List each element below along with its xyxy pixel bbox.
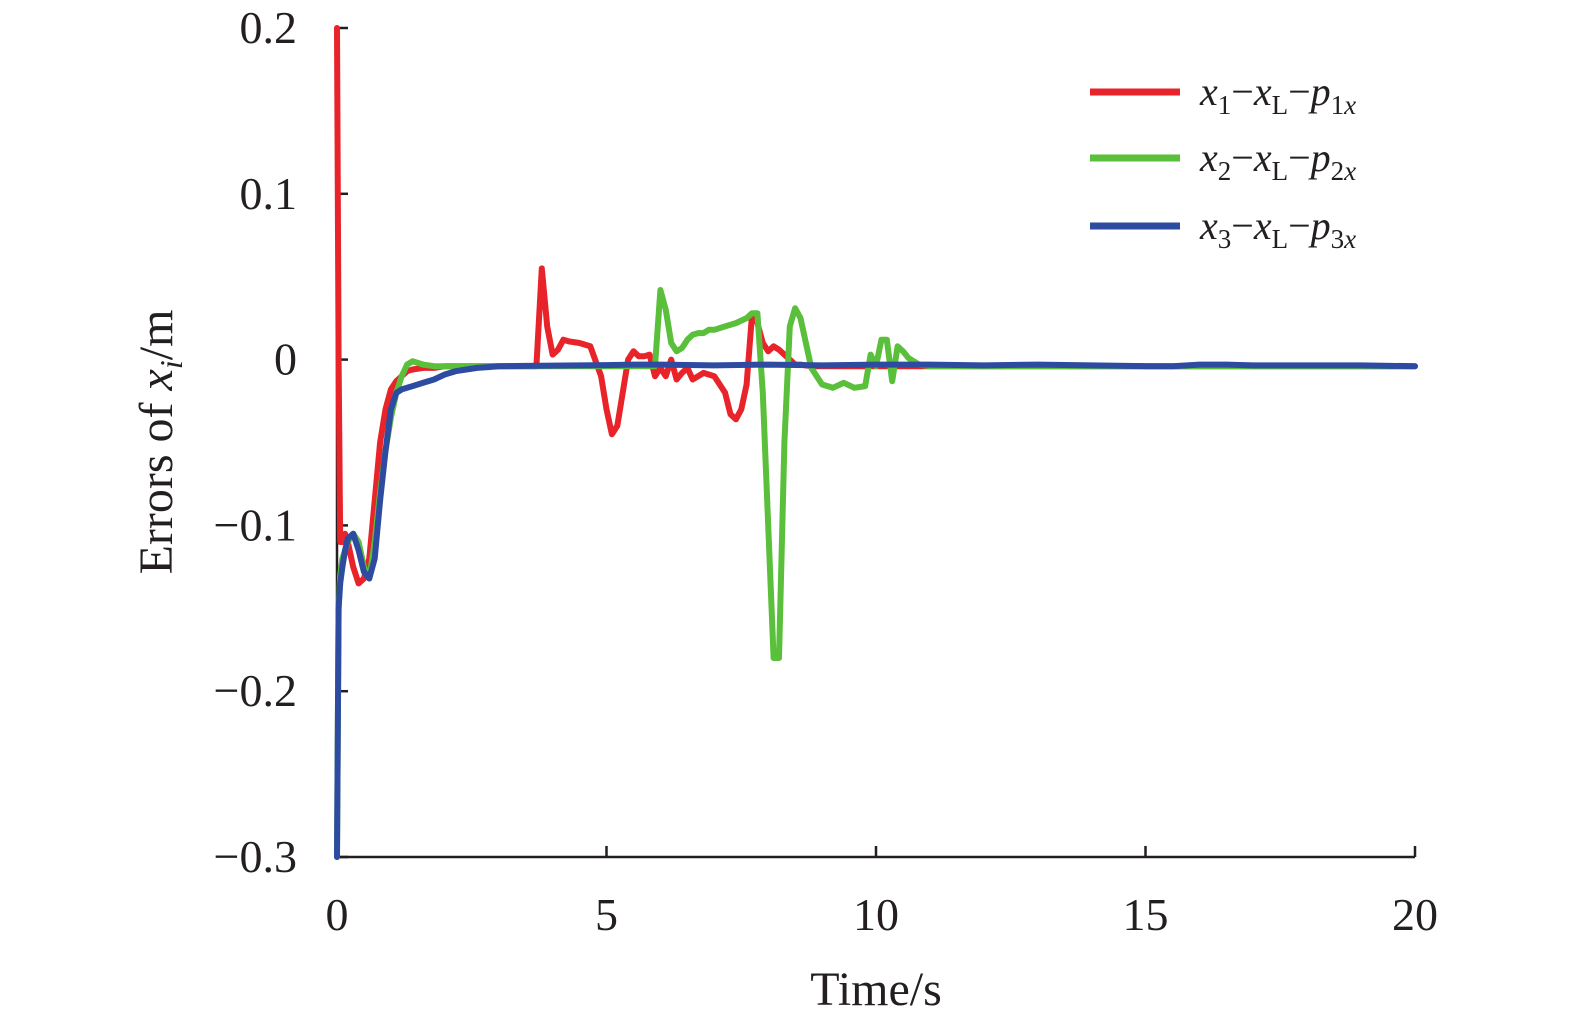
y-tick-label: −0.2 <box>214 665 297 716</box>
legend-part: − <box>1288 135 1311 180</box>
x-axis-title: Time/s <box>810 963 942 1016</box>
legend-label-3: x3−xL−p3x <box>1199 203 1356 254</box>
y-tick-label: −0.1 <box>214 499 297 550</box>
x-tick-label: 15 <box>1123 889 1169 940</box>
y-tick-label: 0 <box>274 334 297 385</box>
y-axis-title: Errors of xi/m <box>130 310 189 575</box>
x-tick-label: 10 <box>853 889 899 940</box>
series-line-2 <box>334 287 1418 860</box>
x-tick-label: 20 <box>1392 889 1438 940</box>
y-axis-title-var: x <box>130 369 183 391</box>
x-tick-label: 5 <box>595 889 618 940</box>
y-tick-label: −0.3 <box>214 831 297 882</box>
legend-part: p <box>1308 203 1331 248</box>
series-line-3 <box>334 361 1418 860</box>
legend-part: p <box>1308 135 1331 180</box>
legend-part: 3x <box>1331 224 1357 254</box>
legend-part: x <box>1199 69 1218 114</box>
legend-part: − <box>1231 69 1254 114</box>
y-axis-title-prefix: Errors of <box>130 390 183 574</box>
legend-part: x <box>1199 203 1218 248</box>
series-lines <box>334 25 1418 860</box>
legend-part: 2 <box>1218 156 1232 186</box>
legend-part: − <box>1288 69 1311 114</box>
legend-part: p <box>1308 69 1331 114</box>
legend-label-2: x2−xL−p2x <box>1199 135 1356 186</box>
legend-part: L <box>1272 156 1289 186</box>
y-ticks: 0.2 0.1 0 −0.1 −0.2 −0.3 <box>214 2 348 882</box>
legend-part: 3 <box>1218 224 1232 254</box>
legend-part: x <box>1253 135 1272 180</box>
legend-part: x <box>1253 69 1272 114</box>
y-tick-label: 0.1 <box>240 168 298 219</box>
y-tick-label: 0.2 <box>240 2 298 53</box>
legend-part: x <box>1199 135 1218 180</box>
legend-part: L <box>1272 224 1289 254</box>
legend-part: L <box>1272 90 1289 120</box>
x-tick-label: 0 <box>326 889 349 940</box>
x-ticks: 0 5 10 15 20 <box>326 846 1438 940</box>
legend-part: 2x <box>1331 156 1357 186</box>
legend-part: 1x <box>1331 90 1357 120</box>
y-axis-title-suffix: /m <box>130 310 183 361</box>
legend-part: 1 <box>1218 90 1232 120</box>
legend-part: − <box>1288 203 1311 248</box>
y-axis-title-sub: i <box>153 360 189 369</box>
legend-label-1: x1−xL−p1x <box>1199 69 1356 120</box>
legend-part: − <box>1231 135 1254 180</box>
legend-part: − <box>1231 203 1254 248</box>
legend-part: x <box>1253 203 1272 248</box>
